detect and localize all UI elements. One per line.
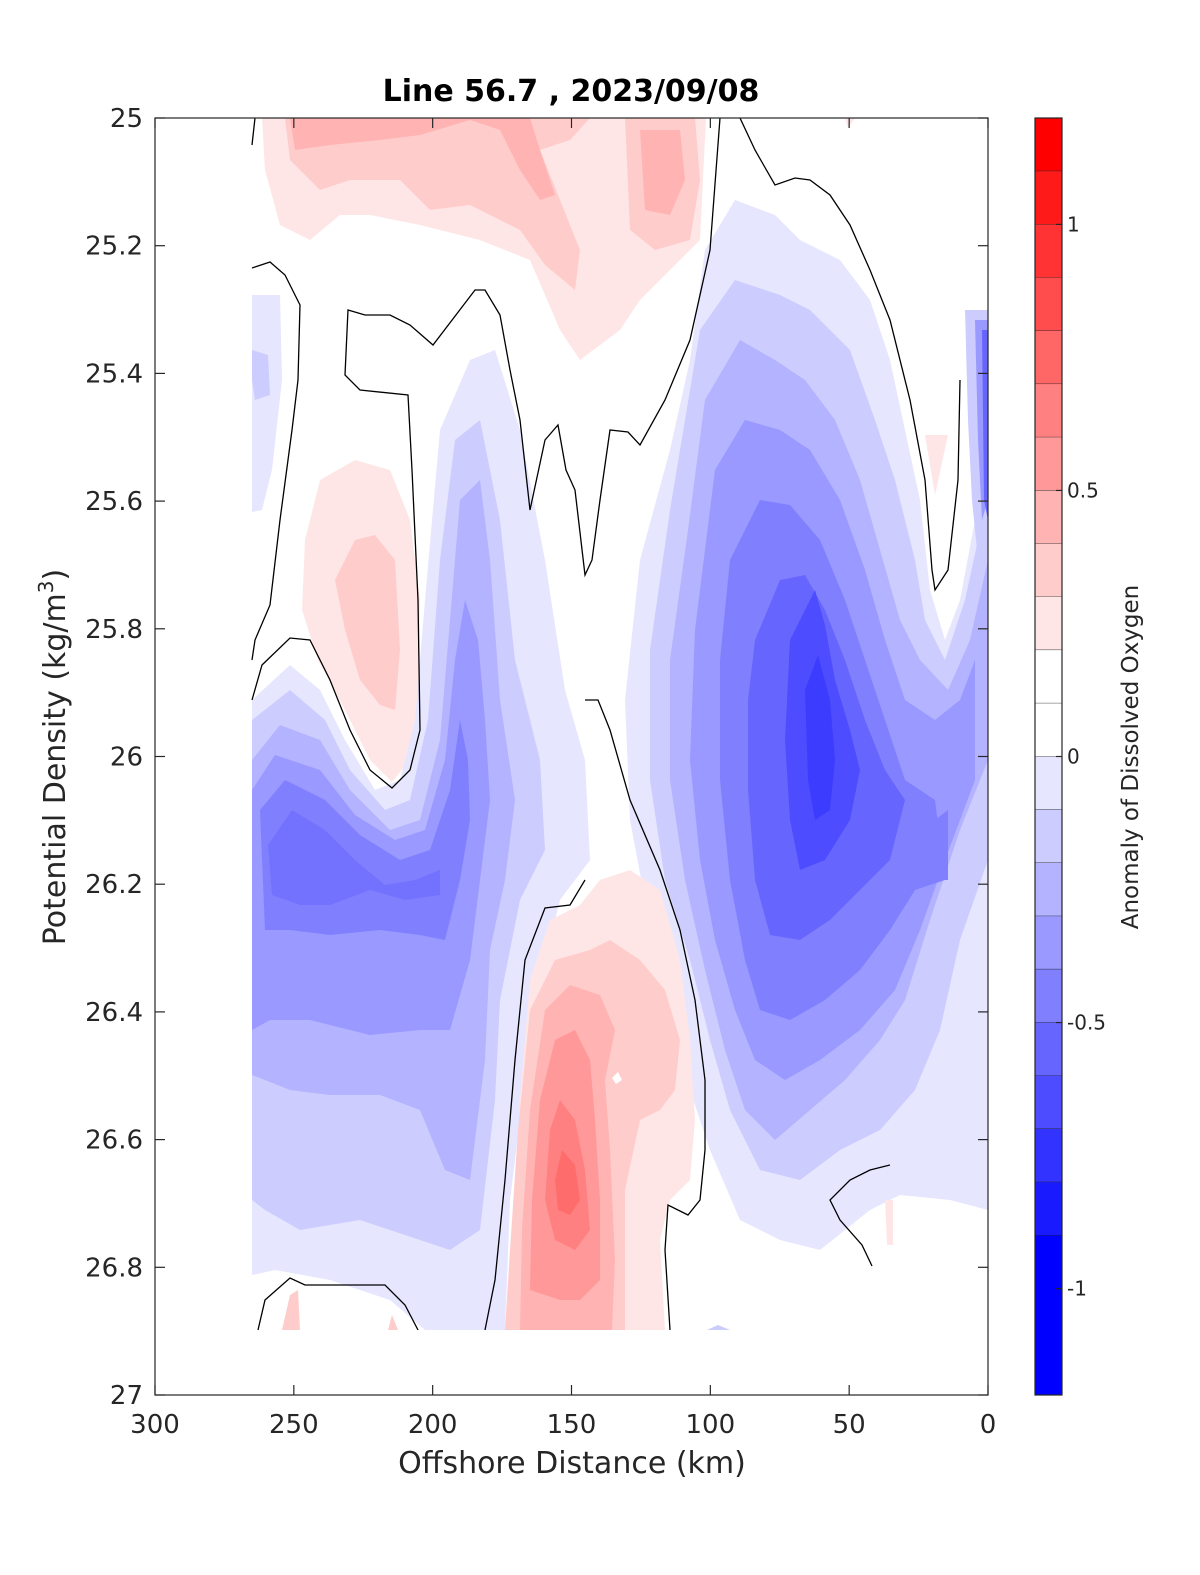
y-tick-label: 25.4 [85,359,143,389]
y-tick-label: 25.6 [85,487,143,517]
colorbar-swatch [1035,862,1062,917]
x-tick-label: 0 [980,1410,997,1440]
colorbar-swatch [1035,1022,1062,1076]
colorbar-swatch [1035,437,1062,491]
colorbar-tick-label: 0.5 [1067,478,1099,502]
y-tick-label: 26.4 [85,998,143,1028]
colorbar-ticks: 1 0.5 0 -0.5 -1 [1056,212,1106,1301]
blue-region-right [625,200,988,1330]
colorbar-swatch [1035,969,1062,1023]
x-tick-label: 250 [269,1410,319,1440]
colorbar-swatch [1035,650,1062,704]
colorbar-tick-label: 1 [1067,212,1080,236]
x-tick-label: 300 [130,1410,180,1440]
y-axis-title-close: ) [38,569,73,581]
colorbar-tick-label: -0.5 [1067,1011,1106,1035]
colorbar-swatch [1035,596,1062,651]
y-tick-label: 25.2 [85,232,143,262]
y-tick-label: 26.2 [85,870,143,900]
red-region-bottom-left [282,1290,300,1330]
red-region-mid-left [302,460,420,782]
colorbar-swatch [1035,756,1062,810]
blue-region-left [252,295,590,1330]
y-tick-label: 25 [110,104,143,134]
x-axis: 300 250 200 150 100 50 0 [130,118,996,1440]
y-tick-label: 26.6 [85,1126,143,1156]
y-tick-label: 26 [110,743,143,773]
y-tick-label: 26.8 [85,1253,143,1283]
colorbar-swatch [1035,916,1062,970]
colorbar-swatch [1035,809,1062,863]
colorbar-swatch [1035,171,1062,225]
red-region-top-left [262,118,855,360]
colorbar-swatch [1035,277,1062,331]
colorbar-swatch [1035,490,1062,544]
colorbar-swatch [1035,543,1062,597]
red-region-coast-small [925,435,948,495]
y-axis: 25 25.2 25.4 25.6 25.8 26 26.2 26.4 26.6 26.8 27 [85,104,988,1411]
colorbar-swatch [1035,118,1062,172]
y-axis-title: Potential Density (kg/m3) [34,569,73,945]
colorbar [1035,118,1062,1396]
colorbar-swatch [1035,330,1062,385]
y-tick-label: 27 [110,1381,143,1411]
contour-fill-layer [251,118,988,1331]
colorbar-title: Anomaly of Dissolved Oxygen [1118,585,1144,930]
colorbar-swatch [1035,224,1062,278]
x-tick-label: 200 [408,1410,458,1440]
red-region-lower-center [505,870,695,1330]
chart-title: Line 56.7 , 2023/09/08 [383,74,760,109]
x-tick-label: 150 [547,1410,597,1440]
colorbar-tick-label: -1 [1067,1277,1087,1301]
x-tick-label: 50 [833,1410,866,1440]
red-region-bottom-mid [388,1315,398,1330]
colorbar-swatch [1035,1235,1062,1395]
y-tick-label: 25.8 [85,615,143,645]
x-tick-label: 100 [686,1410,736,1440]
x-axis-title: Offshore Distance (km) [398,1446,746,1481]
colorbar-swatch [1035,1182,1062,1236]
colorbar-swatch [1035,384,1062,438]
colorbar-swatch [1035,1075,1062,1129]
colorbar-tick-label: 0 [1067,745,1080,769]
zero-contour-lines [251,118,961,1331]
colorbar-swatch [1035,1128,1062,1183]
colorbar-swatch [1035,703,1062,757]
y-axis-title-main: Potential Density (kg/m [38,593,73,945]
y-axis-title-superscript: 3 [34,580,58,593]
